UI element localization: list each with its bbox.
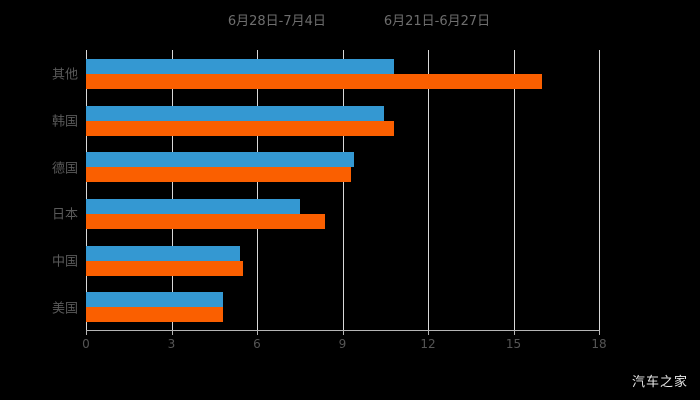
gridline-x-0 [86,50,87,330]
y-axis-label: 其他 [51,67,78,83]
bar[interactable] [86,167,352,183]
bar[interactable] [86,307,223,323]
y-axis-label: 韩国 [51,114,78,130]
x-tick-label: 18 [591,337,607,351]
bar[interactable] [86,213,326,229]
gridline-x-9 [342,50,344,330]
bar[interactable] [86,198,300,214]
bar[interactable] [86,58,394,74]
bar[interactable] [86,120,394,136]
x-tick-mark [257,330,258,335]
plot-area [86,50,600,330]
y-axis-label: 中国 [51,254,78,270]
legend-label-series-0: 6月28日-7月4日 [227,13,326,29]
legend-item-series-1[interactable]: 6月21日-6月27日 [366,15,490,28]
x-tick-label: 15 [505,337,522,351]
x-tick-mark [86,330,87,335]
x-tick-label: 9 [338,337,347,351]
x-tick-mark [513,330,515,335]
chart-legend: 6月28日-7月4日 6月21日-6月27日 [0,8,700,34]
gridline-x-6 [257,50,258,330]
x-tick-mark [428,330,429,335]
legend-marker-circle-icon [210,16,221,27]
y-axis-label: 美国 [51,301,78,317]
x-tick-mark [599,330,600,335]
y-axis-label: 德国 [51,161,78,177]
legend-item-series-0[interactable]: 6月28日-7月4日 [210,15,326,28]
bar[interactable] [86,152,354,168]
gridline-x-18 [599,50,600,330]
legend-label-series-1: 6月21日-6月27日 [383,13,491,29]
y-axis-labels: 美国 中国 日本 德国 韩国 其他 [0,0,78,400]
bar[interactable] [86,260,243,276]
watermark: 汽车之家 [631,375,688,390]
x-tick-mark [342,330,344,335]
x-tick-label: 6 [253,337,261,351]
legend-marker-square-icon [366,16,377,27]
gridline-x-3 [171,50,173,330]
x-tick-mark [171,330,173,335]
bar[interactable] [86,73,542,89]
bar[interactable] [86,105,384,121]
gridline-x-15 [513,50,515,330]
bar[interactable] [86,292,223,308]
gridline-x-12 [428,50,429,330]
x-tick-label: 0 [82,337,90,351]
x-tick-label: 12 [420,337,436,351]
x-tick-label: 3 [167,337,176,351]
y-axis-label: 日本 [51,207,78,223]
bar[interactable] [86,245,240,261]
